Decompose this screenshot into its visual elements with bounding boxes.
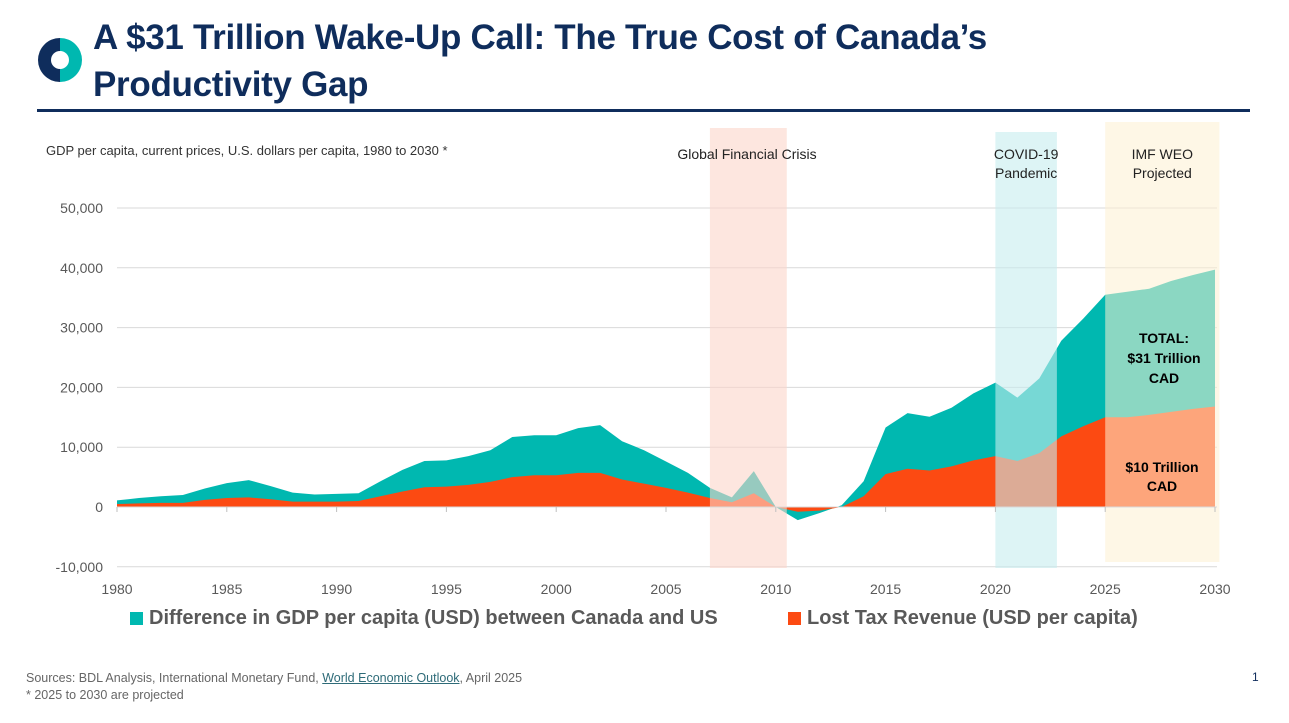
band-label-covid: COVID-19 — [994, 146, 1059, 162]
annotation-total: TOTAL: — [1139, 330, 1189, 346]
y-tick-label: 30,000 — [60, 320, 103, 336]
title-line-2: Productivity Gap — [93, 65, 369, 104]
y-tick-label: 0 — [95, 499, 103, 515]
band-label-covid: Pandemic — [995, 165, 1057, 181]
x-tick-label: 2030 — [1199, 581, 1230, 597]
band-label-imf: Projected — [1133, 165, 1192, 181]
weo-link[interactable]: World Economic Outlook — [322, 671, 460, 685]
annotation-total: CAD — [1149, 370, 1179, 386]
x-tick-label: 2000 — [541, 581, 572, 597]
area-series-lost-tax — [117, 406, 1215, 512]
band-covid — [995, 132, 1057, 568]
x-tick-label: 2025 — [1090, 581, 1121, 597]
band-gfc — [709, 128, 787, 568]
y-tick-label: 20,000 — [60, 379, 103, 395]
x-tick-label: 2015 — [870, 581, 901, 597]
sources-text: Sources: BDL Analysis, International Mon… — [26, 671, 323, 685]
y-tick-label: -10,000 — [56, 559, 104, 575]
legend-swatch-orange — [788, 612, 801, 625]
logo-icon — [38, 38, 82, 82]
title-divider — [37, 109, 1250, 112]
area-series-gdp-difference — [117, 269, 1215, 521]
y-tick-label: 40,000 — [60, 260, 103, 276]
y-tick-label: 10,000 — [60, 439, 103, 455]
legend-item-gdp-difference: Difference in GDP per capita (USD) betwe… — [130, 607, 718, 630]
x-tick-label: 1990 — [321, 581, 352, 597]
page-number: 1 — [1252, 670, 1259, 684]
chart-subtitle: GDP per capita, current prices, U.S. dol… — [46, 143, 448, 158]
x-tick-label: 2005 — [650, 581, 681, 597]
annotation-tax: CAD — [1147, 478, 1177, 494]
page-title: A $31 Trillion Wake-Up Call: The True Co… — [93, 14, 987, 108]
x-tick-label: 1980 — [101, 581, 132, 597]
annotation-total: $31 Trillion — [1127, 350, 1200, 366]
x-tick-label: 1985 — [211, 581, 242, 597]
legend-swatch-teal — [130, 612, 143, 625]
band-imf — [1105, 122, 1220, 562]
projection-note: * 2025 to 2030 are projected — [26, 688, 184, 702]
title-line-1: A $31 Trillion Wake-Up Call: The True Co… — [93, 18, 987, 57]
legend-label: Difference in GDP per capita (USD) betwe… — [149, 607, 718, 629]
x-tick-label: 2010 — [760, 581, 791, 597]
x-tick-label: 1995 — [431, 581, 462, 597]
legend-item-lost-tax: Lost Tax Revenue (USD per capita) — [788, 607, 1138, 630]
band-label-gfc: Global Financial Crisis — [677, 146, 816, 162]
band-label-imf: IMF WEO — [1132, 146, 1194, 162]
x-tick-label: 2020 — [980, 581, 1011, 597]
legend-label: Lost Tax Revenue (USD per capita) — [807, 607, 1138, 629]
sources-date: , April 2025 — [459, 671, 523, 685]
y-tick-label: 50,000 — [60, 200, 103, 216]
sources-note: Sources: BDL Analysis, International Mon… — [26, 671, 522, 685]
annotation-tax: $10 Trillion — [1125, 459, 1198, 475]
